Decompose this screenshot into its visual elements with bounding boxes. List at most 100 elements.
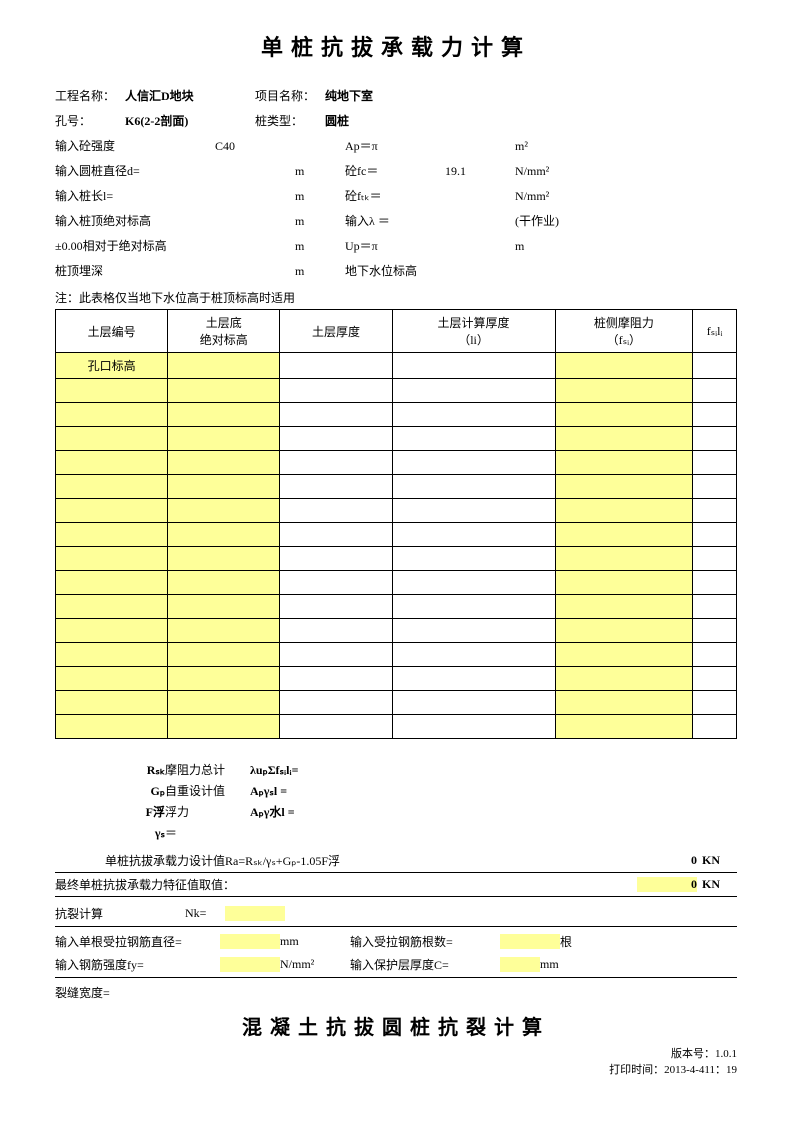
final-label: 最终单桩抗拔承载力特征值取值： (55, 876, 637, 893)
proj-value: 人信汇D地块 (125, 87, 215, 104)
table-row (56, 475, 737, 499)
table-cell (392, 595, 555, 619)
table-cell (693, 499, 737, 523)
gamma-symbol: γₛ (120, 826, 165, 841)
table-cell (56, 667, 168, 691)
table-header-cell: 土层编号 (56, 310, 168, 353)
type-label: 桩类型： (255, 112, 325, 129)
table-cell (555, 353, 693, 379)
rebar-num-label: 输入受拉钢筋根数= (350, 933, 500, 950)
ffu-eq: Aₚγ水l = (250, 803, 295, 820)
gp-eq: Aₚγₛl = (250, 784, 287, 799)
table-header-cell: 土层厚度 (280, 310, 392, 353)
table-cell (280, 595, 392, 619)
table-row (56, 403, 737, 427)
param-cell: m² (515, 139, 595, 154)
table-cell (392, 643, 555, 667)
table-cell (392, 475, 555, 499)
rsk-desc: 摩阻力总计 (165, 761, 250, 778)
table-cell (280, 403, 392, 427)
crack-width-label: 裂缝宽度= (55, 984, 110, 1001)
table-cell (392, 499, 555, 523)
print-time: 2013-4-411：19 (664, 1064, 737, 1076)
version-label: 版本号： (671, 1048, 715, 1060)
page-title-2: 混凝土抗拔圆桩抗裂计算 (55, 1011, 737, 1040)
param-cell: Ap＝π (345, 137, 445, 154)
table-cell (280, 379, 392, 403)
table-cell (56, 571, 168, 595)
table-row: 孔口标高 (56, 353, 737, 379)
table-cell (693, 379, 737, 403)
table-cell (168, 451, 280, 475)
table-cell (56, 379, 168, 403)
table-row (56, 547, 737, 571)
table-cell (693, 451, 737, 475)
type-value: 圆桩 (325, 112, 415, 129)
table-row (56, 499, 737, 523)
table-cell (392, 571, 555, 595)
table-cell (392, 619, 555, 643)
table-cell (168, 619, 280, 643)
param-cell: 输入圆桩直径d= (55, 162, 215, 179)
header-row-2: 孔号： K6(2-2剖面) 桩类型： 圆桩 (55, 112, 737, 129)
fy-unit: N/mm² (280, 957, 350, 972)
cover-cell (500, 957, 540, 972)
table-cell (168, 353, 280, 379)
rebar-num-unit: 根 (560, 933, 572, 950)
table-cell (555, 571, 693, 595)
table-cell (555, 595, 693, 619)
table-cell (168, 427, 280, 451)
table-cell (693, 691, 737, 715)
nk-value-cell (225, 906, 285, 921)
ffu-symbol: F浮 (120, 803, 165, 820)
param-cell: (干作业) (515, 212, 595, 229)
table-cell (280, 691, 392, 715)
table-cell (280, 715, 392, 739)
table-row (56, 523, 737, 547)
table-cell (280, 571, 392, 595)
hole-label: 孔号： (55, 112, 125, 129)
gamma-desc: ＝ (165, 824, 250, 841)
gp-symbol: Gₚ (120, 784, 165, 799)
param-row: 输入桩长l=m砼fₜₖ＝N/mm² (55, 187, 737, 204)
table-cell (280, 547, 392, 571)
table-row (56, 451, 737, 475)
param-cell: 输入砼强度 (55, 137, 215, 154)
table-cell (555, 475, 693, 499)
table-cell (280, 619, 392, 643)
gp-desc: 自重设计值 (165, 782, 250, 799)
rsk-symbol: Rₛₖ (120, 763, 165, 778)
design-result-row: 单桩抗拔承载力设计值Ra=Rₛₖ/γₛ+Gₚ-1.05F浮 0 KN (55, 849, 737, 873)
parameter-block: 输入砼强度C40Ap＝πm²输入圆桩直径d=m砼fc＝19.1N/mm²输入桩长… (55, 137, 737, 279)
proj-label: 工程名称： (55, 87, 125, 104)
param-cell: N/mm² (515, 189, 595, 204)
table-cell (56, 523, 168, 547)
table-row (56, 619, 737, 643)
rebar-dia-cell (220, 934, 280, 949)
item-value: 纯地下室 (325, 87, 415, 104)
footer: 版本号：1.0.1 打印时间：2013-4-411：19 (55, 1045, 737, 1077)
table-cell (280, 667, 392, 691)
table-cell (280, 427, 392, 451)
table-cell (168, 691, 280, 715)
table-cell (168, 499, 280, 523)
nk-label: Nk= (185, 906, 225, 921)
table-cell (56, 451, 168, 475)
param-cell: 地下水位标高 (345, 262, 445, 279)
table-note: 注：此表格仅当地下水位高于桩顶标高时适用 (55, 289, 737, 306)
table-cell (392, 715, 555, 739)
table-cell (168, 547, 280, 571)
version-value: 1.0.1 (715, 1048, 737, 1060)
table-cell (693, 475, 737, 499)
final-result-row: 最终单桩抗拔承载力特征值取值： 0 KN (55, 873, 737, 897)
table-row (56, 571, 737, 595)
table-header-cell: 土层底绝对标高 (168, 310, 280, 353)
calculation-block: Rₛₖ 摩阻力总计 λuₚΣfₛᵢlᵢ= Gₚ 自重设计值 Aₚγₛl = F浮… (55, 761, 737, 841)
table-cell (56, 403, 168, 427)
table-cell (168, 379, 280, 403)
table-cell (555, 379, 693, 403)
table-cell (168, 523, 280, 547)
param-row: 输入砼强度C40Ap＝πm² (55, 137, 737, 154)
table-cell (693, 353, 737, 379)
table-cell (280, 475, 392, 499)
